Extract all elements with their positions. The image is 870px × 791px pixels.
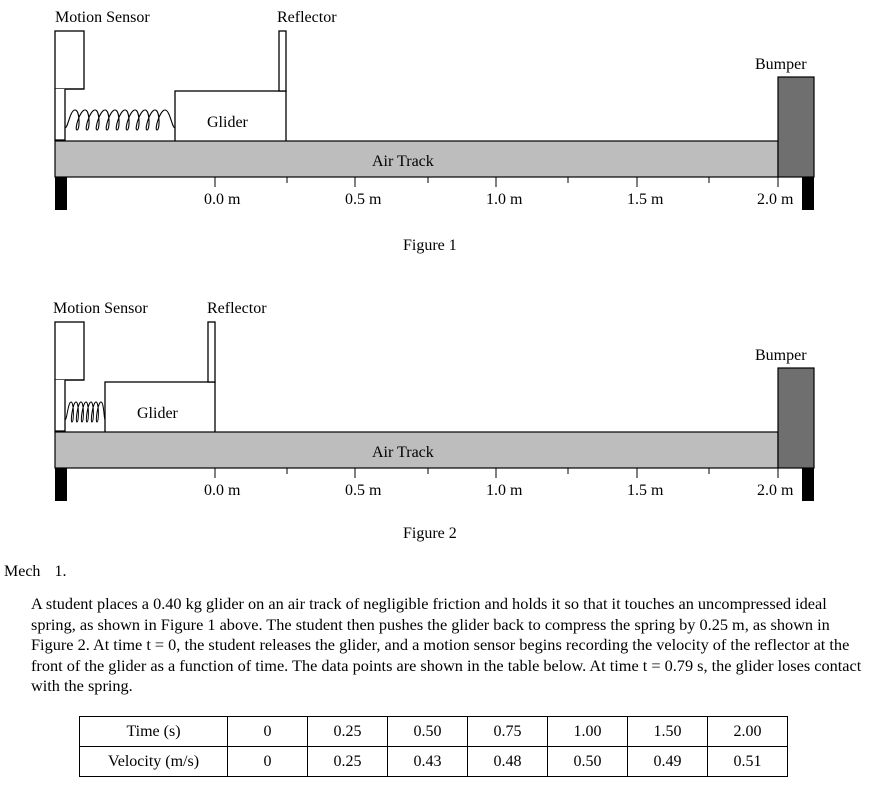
table-cell: 0.43 bbox=[387, 746, 468, 777]
tick-label-1-5: 1.5 m bbox=[627, 191, 664, 208]
motion-sensor-label: Motion Sensor bbox=[55, 9, 150, 26]
tick-label-0: 0.0 m bbox=[204, 482, 241, 499]
table-cell: 0.75 bbox=[467, 716, 548, 747]
row-header-velocity: Velocity (m/s) bbox=[79, 746, 228, 777]
motion-sensor bbox=[54, 30, 85, 141]
table-cell: 2.00 bbox=[707, 716, 788, 747]
bumper-label: Bumper bbox=[755, 347, 807, 364]
spring-compressed bbox=[64, 401, 106, 423]
reflector-label: Reflector bbox=[277, 9, 337, 26]
tick-label-0: 0.0 m bbox=[204, 191, 241, 208]
table-cell: 0.49 bbox=[627, 746, 708, 777]
right-support bbox=[802, 177, 814, 210]
problem-number: 1. bbox=[54, 563, 67, 580]
problem-heading: Mech 1. bbox=[4, 563, 66, 581]
tick-label-0-5: 0.5 m bbox=[345, 482, 382, 499]
problem-section: Mech bbox=[4, 563, 41, 580]
table-row: Velocity (m/s) 0 0.25 0.43 0.48 0.50 0.4… bbox=[79, 746, 788, 777]
figure-1: Motion Sensor Reflector Bumper Glider Ai… bbox=[54, 9, 815, 254]
table-row: Time (s) 0 0.25 0.50 0.75 1.00 1.50 2.00 bbox=[79, 716, 788, 747]
figure-2: Motion Sensor Reflector Bumper Glider Ai… bbox=[53, 300, 815, 542]
scale-ticks bbox=[214, 468, 779, 478]
problem-statement: A student places a 0.40 kg glider on an … bbox=[31, 594, 862, 695]
table-cell: 0 bbox=[227, 716, 308, 747]
figures-diagram: Motion Sensor Reflector Bumper Glider Ai… bbox=[53, 9, 815, 542]
reflector-label: Reflector bbox=[207, 300, 267, 317]
table-cell: 0.51 bbox=[707, 746, 788, 777]
motion-sensor bbox=[54, 321, 85, 432]
motion-sensor-label: Motion Sensor bbox=[53, 300, 148, 317]
tick-label-1-0: 1.0 m bbox=[486, 191, 523, 208]
spring bbox=[64, 109, 176, 131]
glider-label: Glider bbox=[137, 405, 179, 422]
table-cell: 1.50 bbox=[627, 716, 708, 747]
scale-ticks bbox=[214, 177, 779, 187]
tick-label-1-5: 1.5 m bbox=[627, 482, 664, 499]
air-track bbox=[54, 140, 779, 178]
air-track-label: Air Track bbox=[372, 153, 434, 170]
reflector bbox=[207, 321, 216, 383]
data-table: Time (s) 0 0.25 0.50 0.75 1.00 1.50 2.00… bbox=[79, 716, 788, 777]
bumper-label: Bumper bbox=[755, 56, 807, 73]
table-cell: 0 bbox=[227, 746, 308, 777]
table-cell: 0.25 bbox=[307, 716, 388, 747]
left-support bbox=[55, 468, 67, 501]
left-support bbox=[55, 177, 67, 210]
table-cell: 0.25 bbox=[307, 746, 388, 777]
figure-caption: Figure 1 bbox=[403, 237, 457, 254]
table-cell: 1.00 bbox=[547, 716, 628, 747]
bumper bbox=[777, 76, 815, 178]
air-track bbox=[54, 431, 779, 469]
bumper bbox=[777, 367, 815, 469]
tick-label-2-0: 2.0 m bbox=[757, 482, 794, 499]
glider-label: Glider bbox=[207, 114, 249, 131]
reflector bbox=[278, 30, 287, 92]
tick-label-0-5: 0.5 m bbox=[345, 191, 382, 208]
figure-caption: Figure 2 bbox=[403, 525, 457, 542]
table-cell: 0.50 bbox=[547, 746, 628, 777]
tick-label-1-0: 1.0 m bbox=[486, 482, 523, 499]
right-support bbox=[802, 468, 814, 501]
row-header-time: Time (s) bbox=[79, 716, 228, 747]
air-track-label: Air Track bbox=[372, 444, 434, 461]
table-cell: 0.50 bbox=[387, 716, 468, 747]
table-cell: 0.48 bbox=[467, 746, 548, 777]
tick-label-2-0: 2.0 m bbox=[757, 191, 794, 208]
